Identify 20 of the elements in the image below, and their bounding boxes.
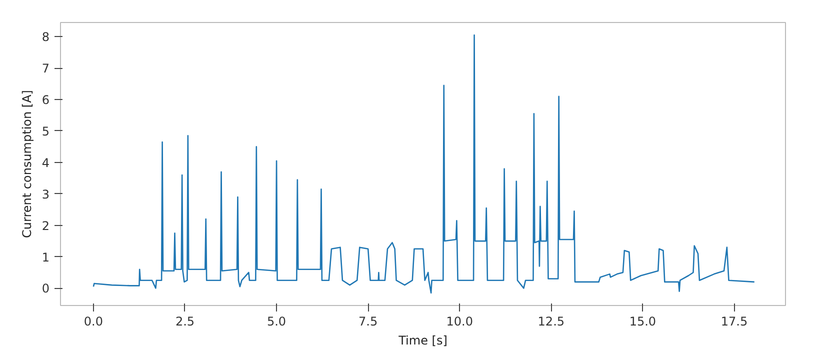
x-tick-label: 5.0 (266, 314, 286, 328)
x-tick-label: 15.0 (629, 314, 656, 328)
y-tick-label: 3 (42, 187, 50, 202)
y-tick-label: 2 (42, 218, 50, 233)
y-tick-label: 8 (42, 30, 50, 44)
y-tick-label: 4 (42, 156, 50, 170)
y-tick-label: 0 (42, 282, 50, 296)
x-tick-label: 0.0 (84, 314, 104, 328)
x-tick-label: 17.5 (720, 314, 748, 328)
x-tick-label: 12.5 (538, 314, 565, 328)
x-tick-label: 10.0 (446, 314, 473, 328)
x-tick-label: 7.5 (358, 314, 378, 328)
y-tick-label: 1 (42, 250, 50, 264)
y-tick-label: 6 (42, 93, 50, 108)
x-tick-label: 2.5 (175, 314, 195, 328)
y-tick-label: 5 (42, 124, 50, 138)
y-axis-title: Current consumption [A] (20, 90, 34, 238)
x-axis-title: Time [s] (398, 334, 448, 348)
line-series (92, 34, 756, 294)
y-tick-label: 7 (42, 62, 50, 76)
